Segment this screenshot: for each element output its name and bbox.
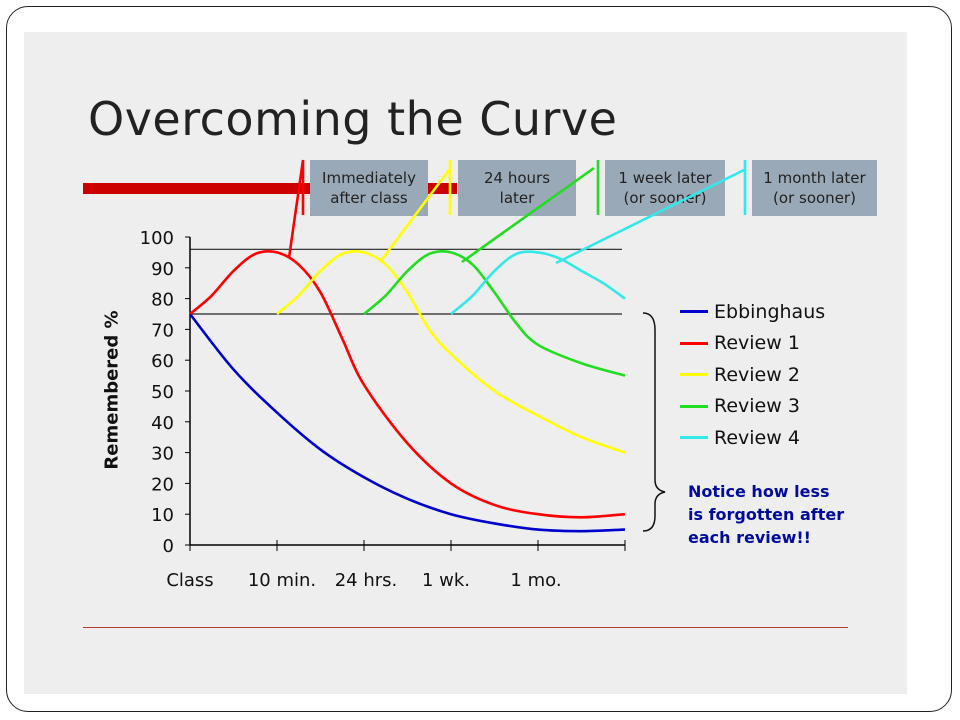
y-tick-label: 80 <box>151 290 174 311</box>
review-connector-line <box>287 159 305 259</box>
callout-immediately-text: Immediately after class <box>322 169 416 207</box>
legend-item-ebbinghaus: Ebbinghaus <box>680 296 825 328</box>
review-connector-line <box>555 160 747 265</box>
x-tick-label: 1 wk. <box>422 570 470 591</box>
callout-24-hours-text: 24 hours later <box>483 169 551 207</box>
legend-item-review-3: Review 3 <box>680 391 825 423</box>
legend-label: Review 1 <box>714 332 800 355</box>
bracket <box>642 312 666 532</box>
y-tick-label: 60 <box>151 351 174 372</box>
y-tick-label: 0 <box>163 536 174 557</box>
legend-label: Ebbinghaus <box>714 300 826 323</box>
chart-legend: Ebbinghaus Review 1 Review 2 Review 3 Review… <box>680 296 825 454</box>
series-ebbinghaus-line <box>188 313 626 533</box>
callout-24-hours: 24 hours later <box>458 160 576 216</box>
bottom-divider <box>83 627 848 628</box>
x-tick-label: 10 min. <box>248 570 316 591</box>
x-tick-label: 24 hrs. <box>335 570 398 591</box>
legend-label: Review 4 <box>714 426 800 449</box>
y-tick-label: 30 <box>151 444 174 465</box>
callout-1-week-text: 1 week later (or sooner) <box>618 169 712 207</box>
series-review-3-line <box>363 249 626 377</box>
x-tick-label: 1 mo. <box>510 570 561 591</box>
slide-background <box>24 32 907 694</box>
y-tick-label: 100 <box>140 228 174 249</box>
legend-label: Review 3 <box>714 395 800 418</box>
series-review-1-line <box>189 249 626 519</box>
y-tick-label: 10 <box>151 505 174 526</box>
slide-title: Overcoming the Curve <box>88 92 618 146</box>
callout-1-week: 1 week later (or sooner) <box>605 160 725 216</box>
legend-swatch <box>680 341 708 345</box>
legend-item-review-2: Review 2 <box>680 359 825 391</box>
legend-item-review-1: Review 1 <box>680 328 825 360</box>
red-accent-bar <box>83 183 457 194</box>
y-tick-label: 70 <box>151 320 174 341</box>
callout-1-month-text: 1 month later (or sooner) <box>763 169 866 207</box>
review-connector-line <box>461 160 600 264</box>
review-connector-line <box>378 160 452 263</box>
series-review-4-line <box>450 250 626 315</box>
legend-swatch <box>680 404 708 408</box>
legend-label: Review 2 <box>714 363 800 386</box>
legend-swatch <box>680 436 708 440</box>
y-tick-label: 20 <box>151 474 174 495</box>
callout-1-month: 1 month later (or sooner) <box>752 160 877 216</box>
y-tick-label: 40 <box>151 413 174 434</box>
series-review-2-line <box>276 249 626 454</box>
y-axis-label: Remembered % <box>101 310 123 470</box>
legend-swatch <box>680 310 708 314</box>
review-note: Notice how less is forgotten after each … <box>688 482 845 547</box>
legend-swatch <box>680 373 708 377</box>
y-tick-label: 50 <box>151 382 174 403</box>
x-tick-label: Class <box>166 570 213 591</box>
callout-immediately: Immediately after class <box>310 160 428 216</box>
legend-item-review-4: Review 4 <box>680 422 825 454</box>
y-tick-label: 90 <box>151 259 174 280</box>
